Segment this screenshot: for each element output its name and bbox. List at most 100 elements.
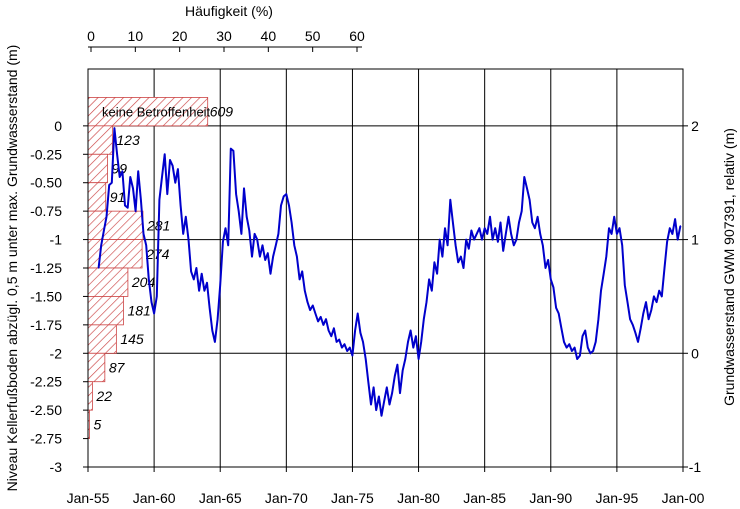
series-point	[608, 227, 610, 229]
series-point	[195, 267, 197, 269]
series-point	[674, 218, 676, 220]
series-point	[333, 327, 335, 329]
series-point	[187, 239, 190, 241]
series-point	[396, 364, 398, 366]
series-point	[645, 301, 647, 303]
series-point	[201, 273, 203, 275]
series-point	[116, 153, 118, 155]
series-point	[669, 227, 671, 229]
series-point	[542, 244, 544, 246]
series-point	[539, 233, 541, 235]
top-axis-tick-label: 50	[305, 28, 321, 44]
series-point	[618, 227, 621, 229]
series-point	[148, 278, 150, 280]
histogram-count-label: 123	[116, 132, 140, 148]
x-axis-tick-label: Jan-80	[397, 490, 440, 506]
left-axis-tick-label: -1.75	[30, 317, 62, 333]
series-point	[465, 239, 467, 241]
series-point	[132, 187, 134, 189]
series-point	[420, 341, 422, 343]
series-point	[296, 256, 298, 258]
series-point	[359, 332, 361, 334]
series-point	[589, 352, 592, 354]
top-axis-tick-label: 10	[128, 28, 144, 44]
left-axis-tick-label: -1.25	[30, 260, 62, 276]
series-point	[243, 187, 245, 189]
series-point	[568, 343, 570, 345]
series-point	[391, 392, 393, 394]
series-point	[174, 182, 176, 184]
histogram-count-label: 145	[120, 331, 144, 347]
series-point	[246, 216, 248, 218]
series-point	[521, 210, 523, 212]
series-point	[587, 347, 589, 349]
series-point	[455, 244, 457, 246]
series-point	[537, 216, 539, 218]
series-point	[621, 244, 623, 246]
top-axis-title: Häufigkeit (%)	[185, 3, 273, 19]
series-point	[193, 278, 195, 280]
series-point	[100, 244, 102, 246]
series-point	[209, 307, 211, 309]
series-point	[555, 307, 557, 309]
series-point	[346, 350, 348, 352]
series-point	[177, 168, 179, 170]
left-axis-tick-label: -0.75	[30, 203, 62, 219]
series-point	[375, 409, 377, 411]
histogram-count-label: 204	[131, 274, 156, 290]
series-point	[267, 252, 269, 254]
series-point	[402, 369, 404, 371]
axis-labels: 0 -0.25 -0.50 -0.75 -1 -1.25 -1.50 -1.75 -2 -2.25…	[4, 3, 737, 506]
histogram-bar	[87, 267, 129, 297]
series-point	[404, 358, 406, 360]
series-point	[304, 290, 306, 292]
series-point	[156, 295, 158, 297]
series-point	[357, 312, 359, 315]
series-point	[399, 392, 401, 394]
series-point	[98, 267, 100, 269]
right-axis-title: Grundwasserstand GWM 907391, relativ (m)	[721, 128, 737, 406]
series-point	[314, 312, 316, 315]
top-axis-tick-label: 60	[349, 28, 365, 44]
left-axis-tick-label: -1	[50, 232, 63, 248]
histogram-bar	[87, 97, 209, 127]
series-point	[264, 259, 266, 261]
series-point	[367, 381, 369, 383]
series-point	[388, 403, 391, 406]
left-axis-tick-label: 0	[54, 118, 62, 134]
series-point	[129, 176, 131, 178]
series-point	[613, 216, 615, 218]
top-axis-tick-label: 40	[261, 28, 277, 44]
histogram-bar	[87, 125, 113, 155]
series-point	[505, 233, 507, 235]
series-point	[439, 239, 441, 241]
series-point	[476, 233, 478, 235]
left-axis-title: Niveau Kellerfußboden abzügl. 0,5 m unte…	[4, 45, 20, 492]
series-point	[489, 216, 491, 218]
right-axis-tick-label: 2	[691, 118, 699, 134]
series-point	[558, 312, 560, 315]
series-point	[322, 324, 324, 326]
series-point	[410, 329, 412, 332]
series-point	[230, 148, 232, 150]
series-point	[158, 199, 160, 201]
series-point	[661, 295, 663, 297]
series-point	[534, 227, 536, 229]
series-point	[336, 341, 338, 343]
histogram-count-label: 5	[94, 416, 102, 432]
series-point	[653, 295, 655, 297]
x-axis-tick-label: Jan-85	[463, 490, 506, 506]
series-point	[254, 233, 256, 235]
series-point	[259, 256, 261, 258]
series-point	[523, 176, 525, 178]
series-point	[624, 284, 626, 286]
series-point	[198, 290, 200, 292]
series-point	[370, 403, 372, 406]
series-point	[256, 239, 258, 241]
series-point	[563, 341, 565, 343]
series-point	[486, 233, 488, 235]
series-point	[447, 244, 449, 246]
series-point	[299, 278, 301, 280]
